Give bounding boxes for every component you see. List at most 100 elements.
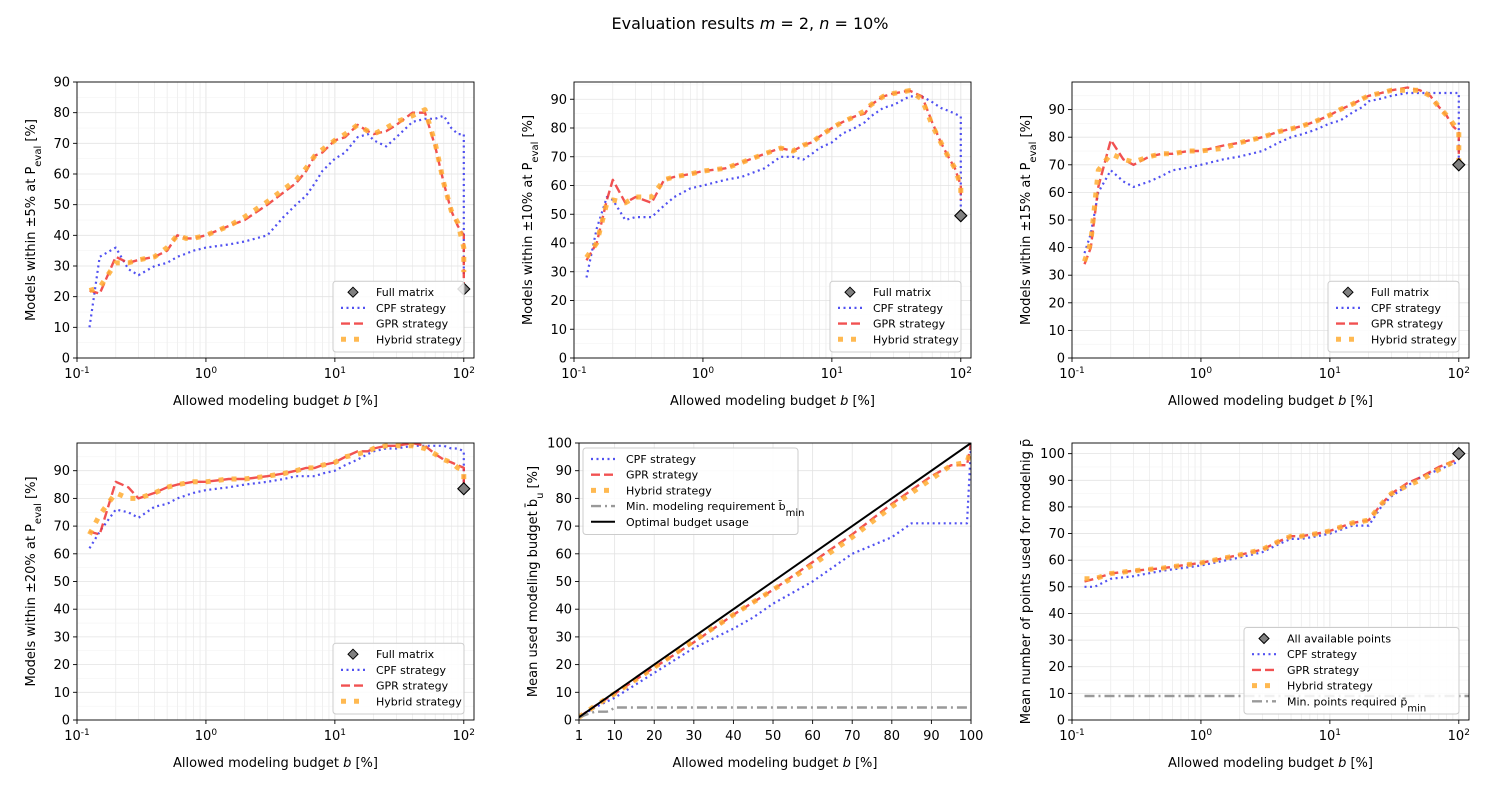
y-tick-label: 20 <box>53 658 70 673</box>
x-tick-label: 102 <box>1448 366 1470 382</box>
x-tick-label: 101 <box>821 366 843 382</box>
legend-label-gpr-strategy: GPR strategy <box>873 318 946 331</box>
legend-marker-full <box>1342 286 1354 298</box>
x-tick-label: 40 <box>725 729 742 744</box>
full-matrix-marker <box>954 208 968 223</box>
x-axis-label: Allowed modeling budget b [%] <box>1168 394 1373 409</box>
x-axis-label-part2: [%] <box>1346 394 1373 409</box>
y-tick-label: 50 <box>555 575 572 590</box>
x-tick-base: 10 <box>453 729 470 744</box>
full-matrix-marker <box>1452 158 1466 172</box>
y-tick-label: 70 <box>555 520 572 535</box>
legend-marker-full <box>1258 632 1270 645</box>
y-tick-label: 60 <box>53 168 70 183</box>
y-tick-label: 10 <box>53 321 70 336</box>
legend-frame <box>1327 280 1460 353</box>
legend-label-min-points-required-p-min-sub: min <box>1407 703 1426 714</box>
x-axis-label-var: b <box>843 756 851 771</box>
y-axis-label-part: Models within ±15% at P <box>1019 162 1034 325</box>
y-tick-label: 20 <box>555 658 572 673</box>
x-tick-base: 10 <box>64 367 81 382</box>
legend-label-hybrid-strategy: Hybrid strategy <box>1287 680 1373 693</box>
axes-frame <box>573 81 972 359</box>
y-tick-label: 40 <box>53 603 70 618</box>
series-line-gpr-strategy <box>585 89 962 261</box>
x-tick-exp: 0 <box>211 366 217 376</box>
x-tick-label: 10 <box>606 729 623 744</box>
y-tick-label: 90 <box>1048 474 1065 489</box>
x-tick-label: 60 <box>804 729 821 744</box>
y-tick-label: 30 <box>53 630 70 645</box>
legend-frame <box>829 280 962 353</box>
y-tick-label: 20 <box>53 290 70 305</box>
y-tick-label: 50 <box>550 208 567 223</box>
x-tick-base: 10 <box>561 367 578 382</box>
y-tick-label: 90 <box>53 76 70 91</box>
legend: Full matrix CPF strategy GPR strategy Hybri… <box>332 280 465 353</box>
y-tick-label: 70 <box>550 150 567 165</box>
x-tick-label: 10-1 <box>1059 366 1085 382</box>
y-axis-label: Mean used modeling budget b̄u [%] <box>526 466 546 697</box>
y-tick-label: 10 <box>1048 324 1065 339</box>
y-tick-label: 10 <box>53 686 70 701</box>
x-tick-label: 102 <box>453 728 475 744</box>
axes-frame <box>578 442 972 721</box>
y-tick-label: 90 <box>550 93 567 108</box>
full-matrix-marker <box>1452 446 1466 461</box>
legend-frame <box>582 447 799 535</box>
y-tick-label: 90 <box>555 464 572 479</box>
y-tick-label: 80 <box>550 122 567 137</box>
x-tick-exp: -1 <box>578 366 587 376</box>
x-axis-label: Allowed modeling budget b [%] <box>173 394 378 409</box>
plot-area <box>87 443 467 549</box>
legend-frame <box>1243 627 1460 715</box>
y-axis-label: Mean number of points used for modelnig … <box>1019 439 1034 725</box>
x-tick-label: 101 <box>324 366 346 382</box>
x-tick-label: 100 <box>195 366 218 382</box>
y-axis-label-part: Models within ±10% at P <box>521 162 536 325</box>
x-tick-label: 50 <box>765 729 782 744</box>
x-axis-label: Allowed modeling budget b [%] <box>1168 756 1373 771</box>
y-tick-label: 30 <box>555 630 572 645</box>
series-line-hybrid-strategy <box>1082 87 1462 263</box>
x-tick-label: 102 <box>453 366 475 382</box>
y-tick-label: 30 <box>53 260 70 275</box>
y-tick-label: 50 <box>1048 580 1065 595</box>
x-tick-base: 10 <box>1319 729 1336 744</box>
legend-label-hybrid-strategy: Hybrid strategy <box>873 333 959 346</box>
legend-label-min-modeling-requirement-b-min-part: Min. modeling requirement b̄ <box>626 500 786 513</box>
x-tick-exp: 0 <box>1206 366 1212 376</box>
axes-frame <box>1071 81 1470 359</box>
x-tick-exp: 1 <box>837 366 843 376</box>
x-tick-exp: 0 <box>708 366 714 376</box>
y-tick-label: 100 <box>1040 447 1065 462</box>
x-tick-exp: 1 <box>340 366 346 376</box>
x-axis-label: Allowed modeling budget b [%] <box>673 756 878 771</box>
x-tick-exp: 2 <box>469 728 475 738</box>
y-axis-label: Models within ±5% at Peval [%] <box>24 119 44 321</box>
x-axis-label-var: b <box>343 756 351 771</box>
plot-area <box>88 107 467 328</box>
y-axis-label-sub: eval <box>33 503 44 524</box>
x-tick-label: 1 <box>575 729 583 744</box>
legend-label-full-matrix: Full matrix <box>376 286 435 299</box>
y-tick-label: 50 <box>53 575 70 590</box>
x-tick-label: 100 <box>959 729 984 744</box>
legend-label-min-modeling-requirement-b-min: Min. modeling requirement b̄min <box>626 500 804 519</box>
series-line-gpr-strategy <box>89 111 465 295</box>
x-tick-base: 10 <box>64 729 81 744</box>
y-tick-label: 50 <box>53 198 70 213</box>
y-tick-label: 80 <box>53 492 70 507</box>
y-tick-label: 50 <box>1048 214 1065 229</box>
legend-label-all-available-points: All available points <box>1287 633 1391 646</box>
y-tick-label: 80 <box>53 106 70 121</box>
legend-label-hybrid-strategy: Hybrid strategy <box>376 333 462 346</box>
x-tick-exp: 2 <box>1464 366 1470 376</box>
legend-label-cpf-strategy: CPF strategy <box>376 664 447 677</box>
axes-frame <box>76 81 475 359</box>
plot-area <box>584 88 964 278</box>
